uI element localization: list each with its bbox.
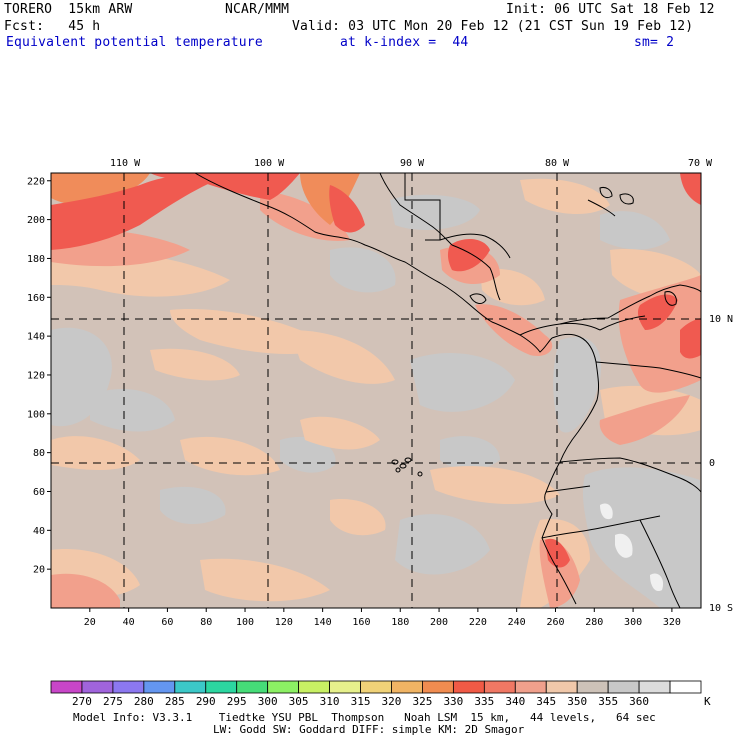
colorbar-swatch [576,680,609,694]
coastlines [194,173,701,608]
y-tick-label: 40 [33,526,45,537]
x-tick-label: 200 [430,617,448,628]
y-tick-label: 180 [27,254,45,265]
colorbar-label: 325 [412,695,432,708]
colorbar-swatch [391,680,423,694]
forecast-hour: Fcst: 45 h [4,19,101,34]
colorbar-swatch [143,680,176,694]
colorbar-swatch [452,680,485,694]
y-tick-label: 120 [27,370,45,381]
model-name: TORERO 15km ARW [4,2,133,17]
y-tick-label: 20 [33,565,45,576]
lon-label-90w: 90 W [400,158,425,169]
colorbar-label: 275 [103,695,123,708]
valid-time: Valid: 03 UTC Mon 20 Feb 12 (21 CST Sun … [292,19,694,34]
colorbar-swatch [205,680,238,694]
colorbar-label: 330 [443,695,463,708]
colorbar-swatch [669,680,702,694]
colorbar-swatch [329,680,361,694]
colorbar-swatch [514,680,547,694]
colorbar-label: 360 [629,695,649,708]
colorbar-swatch [638,680,671,694]
colorbar-swatch [360,680,392,694]
colorbar-label: 295 [227,695,247,708]
colorbar: 270 275 280 285 290 295 300 305 310 315 320 325 330 3… [50,680,711,708]
x-tick-label: 180 [391,617,409,628]
gray-patches [51,194,701,608]
lon-label-110w: 110 W [110,158,141,169]
x-tick-label: 120 [275,617,293,628]
center-name: NCAR/MMM [225,2,290,17]
x-tick-label: 300 [624,617,642,628]
colorbar-swatch [267,680,300,694]
colorbar-swatch [112,680,145,694]
model-info: Model Info: V3.3.1 Tiedtke YSU PBL Thomp… [73,711,656,724]
colorbar-label: 305 [289,695,309,708]
longitude-labels: 110 W 100 W 90 W 80 W 70 W [110,158,713,169]
lat-label-10n: 10 N [709,314,733,325]
x-tick-label: 160 [352,617,370,628]
colorbar-label: 345 [536,695,556,708]
x-tick-label: 80 [200,617,212,628]
x-tick-label: 240 [508,617,526,628]
salmon-patches [51,190,701,608]
colorbar-label: 300 [258,695,278,708]
x-tick-label: 20 [84,617,96,628]
colorbar-label: 280 [134,695,154,708]
latitude-labels: 10 N 0 10 S [709,314,733,614]
y-axis-ticks: 20 40 60 80 100 120 140 160 180 200 220 [27,176,51,576]
colorbar-label: 355 [598,695,618,708]
x-tick-label: 280 [585,617,603,628]
colorbar-label: 350 [567,695,587,708]
y-tick-label: 200 [27,215,45,226]
lon-label-80w: 80 W [545,158,570,169]
colorbar-label: 340 [505,695,525,708]
colorbar-swatch [236,680,269,694]
colorbar-label: 335 [474,695,494,708]
colorbar-swatch [174,680,207,694]
colorbar-label: 270 [72,695,92,708]
x-tick-label: 140 [314,617,332,628]
lat-label-0: 0 [709,458,715,469]
y-tick-label: 60 [33,487,45,498]
x-tick-label: 320 [663,617,681,628]
white-patches [600,503,664,592]
lon-label-70w: 70 W [688,158,713,169]
temperature-field [51,173,701,608]
y-tick-label: 160 [27,293,45,304]
map-frame [50,172,702,609]
y-tick-label: 100 [27,409,45,420]
x-tick-label: 60 [161,617,173,628]
level-label: at k-index = 44 [340,35,469,50]
colorbar-label: 310 [320,695,340,708]
colorbar-swatch [50,680,83,694]
colorbar-swatch [422,680,454,694]
colorbar-unit: K [704,695,711,708]
physics-info: LW: Godd SW: Goddard DIFF: simple KM: 2D… [213,723,525,736]
colorbar-swatch [483,680,516,694]
lon-label-100w: 100 W [254,158,285,169]
x-tick-label: 40 [123,617,135,628]
field-name: Equivalent potential temperature [6,35,263,50]
colorbar-swatch [607,680,640,694]
latlon-grid [51,173,701,608]
y-tick-label: 80 [33,448,45,459]
colorbar-swatch [298,680,330,694]
colorbar-swatch [81,680,114,694]
colorbar-label: 285 [165,695,185,708]
lat-label-10s: 10 S [709,603,733,614]
smoothing-label: sm= 2 [634,35,675,50]
colorbar-label: 320 [382,695,402,708]
y-tick-label: 220 [27,176,45,187]
colorbar-swatch [545,680,578,694]
x-tick-label: 100 [236,617,254,628]
x-tick-label: 220 [469,617,487,628]
x-axis-ticks: 20 40 60 80 100 120 140 160 180 200 220 240 260 280 30… [84,608,681,628]
init-time: Init: 06 UTC Sat 18 Feb 12 [506,2,715,17]
colorbar-label: 315 [351,695,371,708]
colorbar-label: 290 [196,695,216,708]
x-tick-label: 260 [546,617,564,628]
y-tick-label: 140 [27,332,45,343]
